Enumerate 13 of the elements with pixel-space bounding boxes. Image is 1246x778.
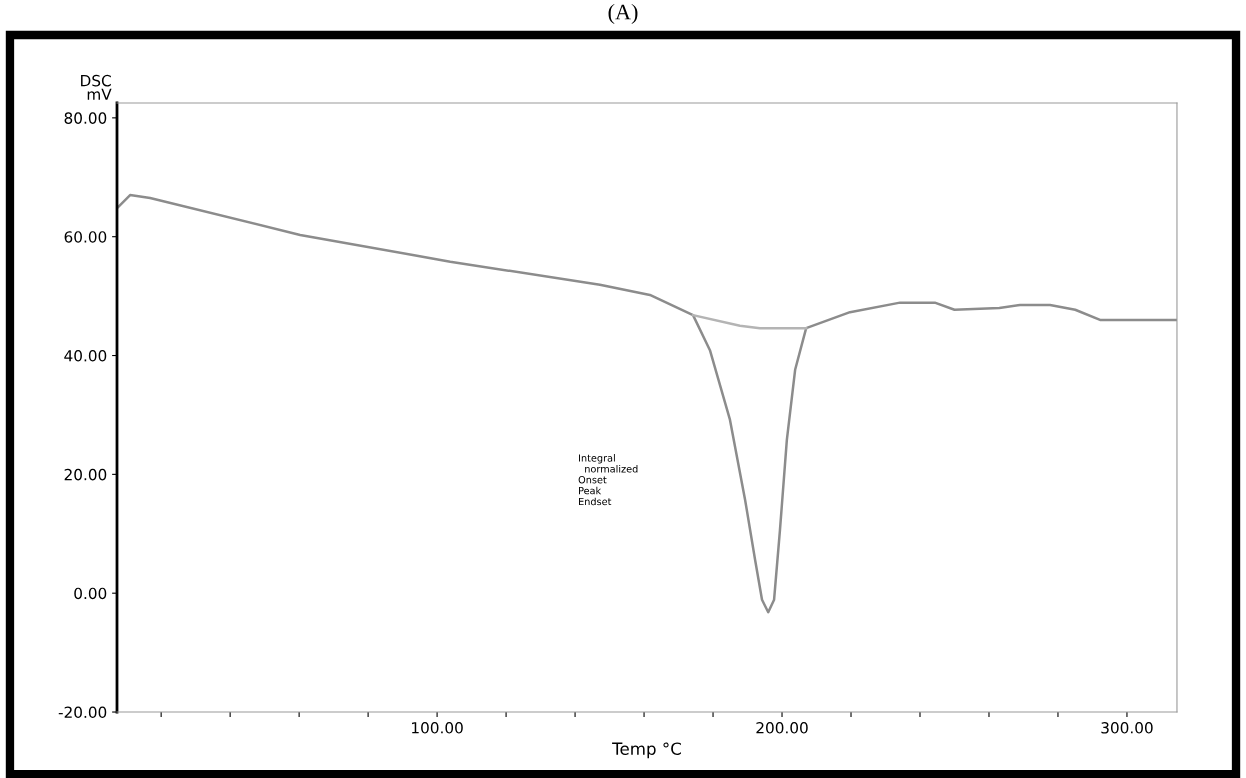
y-tick-label: 60.00 <box>64 231 107 243</box>
x-tick-label: 100.00 <box>412 722 463 734</box>
chart-title: (A) <box>608 3 638 25</box>
y-tick-label: 0.00 <box>74 587 107 600</box>
x-tick-label: 300.00 <box>1101 722 1153 734</box>
x-axis-title: Temp °C <box>612 742 681 759</box>
y-tick-label: 20.00 <box>64 468 107 481</box>
y-axis-title: DSC mV <box>81 74 112 100</box>
y-tick-label: -20.00 <box>58 706 107 719</box>
y-tick-label: 40.00 <box>64 349 107 362</box>
x-tick-label: 200.00 <box>756 722 808 734</box>
annotation: Integral normalized Onset Peak Endset <box>578 454 638 506</box>
y-tick-label: 80.00 <box>64 112 107 124</box>
